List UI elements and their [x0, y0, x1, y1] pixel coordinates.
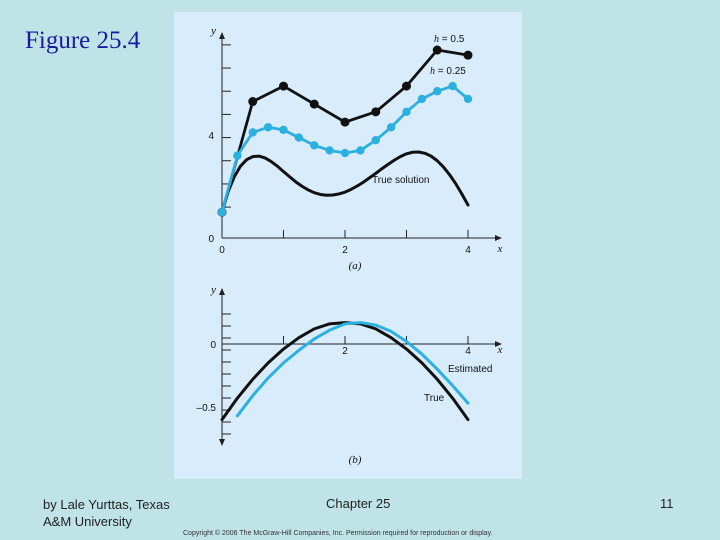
label-h-0-25: h = 0.25 [430, 66, 466, 77]
x-tick-label-b: 4 [465, 346, 471, 357]
author-line-2: A&M University [43, 514, 132, 529]
footer-author: by Lale Yurttas, Texas A&M University [43, 496, 213, 530]
x-tick-label-a: 4 [465, 245, 471, 256]
figure-panel: 0 2 4 0 4 y x (a) True solution h = 0.5 h = 0.25 2… [174, 12, 522, 479]
data-point-h-0-25 [402, 107, 411, 117]
author-line-1: by Lale Yurttas, Texas [43, 497, 170, 512]
x-axis-arrow-a [495, 235, 502, 241]
data-point-h-0-5 [309, 99, 319, 109]
x-tick-label-a: 2 [342, 245, 348, 256]
y-axis-arrow-b [219, 288, 225, 295]
label-h-symbol: h [430, 66, 435, 77]
label-true-solution: True solution [372, 175, 429, 186]
series-line-true-solution [220, 150, 470, 214]
data-point-h-0-25 [417, 94, 427, 104]
label-h-value: = 0.5 [439, 34, 465, 45]
label-h-0-5: h = 0.5 [434, 34, 465, 45]
panel-label-a: (a) [349, 260, 362, 272]
y-tick-label-b: –0.5 [197, 403, 217, 414]
copyright-notice: Copyright © 2006 The McGraw-Hill Compani… [183, 530, 493, 537]
data-point-h-0-25 [233, 151, 242, 160]
y-axis-arrow-a [219, 32, 225, 39]
chart-b: 2 4 0 –0.5 y x (b) Estimated True [197, 284, 503, 466]
y-axis-label-a: y [210, 25, 216, 37]
footer-chapter: Chapter 25 [326, 496, 391, 511]
data-point-h-0-25 [248, 128, 257, 137]
label-true: True [424, 393, 445, 404]
series-line-estimated [235, 321, 470, 418]
x-axis-arrow-b [495, 341, 502, 347]
data-point-h-0-5 [279, 81, 288, 91]
data-point-h-0-25 [263, 123, 273, 132]
label-h-value: = 0.25 [435, 66, 466, 77]
data-point-h-0-25 [356, 146, 365, 155]
data-point-h-0-5 [371, 107, 381, 117]
data-point-h-0-25 [371, 135, 380, 145]
data-point-h-0-5 [248, 97, 258, 107]
data-point-h-0-5 [402, 81, 411, 91]
data-point-h-0-25 [217, 208, 227, 217]
y-tick-label-a: 0 [208, 234, 214, 245]
page-number: 11 [660, 496, 674, 511]
y-axis-arrow-down-b [219, 439, 225, 446]
data-point-h-0-25 [463, 94, 473, 104]
data-point-h-0-25 [386, 123, 396, 132]
y-tick-label-b: 0 [210, 340, 216, 351]
x-tick-label-b: 2 [342, 346, 348, 357]
data-point-h-0-5 [432, 45, 442, 55]
data-point-h-0-25 [279, 125, 288, 135]
data-point-h-0-25 [340, 148, 350, 158]
data-point-h-0-25 [433, 87, 442, 96]
x-tick-label-a: 0 [219, 245, 225, 256]
data-point-h-0-25 [325, 146, 334, 155]
slide-title: Figure 25.4 [25, 27, 141, 54]
data-point-h-0-25 [448, 81, 457, 91]
x-axis-label-b: x [497, 344, 503, 356]
panel-label-b: (b) [349, 454, 362, 466]
y-axis-label-b: y [210, 284, 216, 296]
data-point-h-0-5 [463, 50, 473, 60]
data-point-h-0-25 [294, 133, 304, 142]
x-axis-label-a: x [497, 243, 503, 255]
data-point-h-0-5 [340, 117, 350, 127]
label-h-symbol: h [434, 34, 439, 45]
label-estimated: Estimated [448, 364, 492, 375]
data-point-h-0-25 [310, 141, 319, 150]
y-tick-label-a: 4 [208, 131, 214, 142]
